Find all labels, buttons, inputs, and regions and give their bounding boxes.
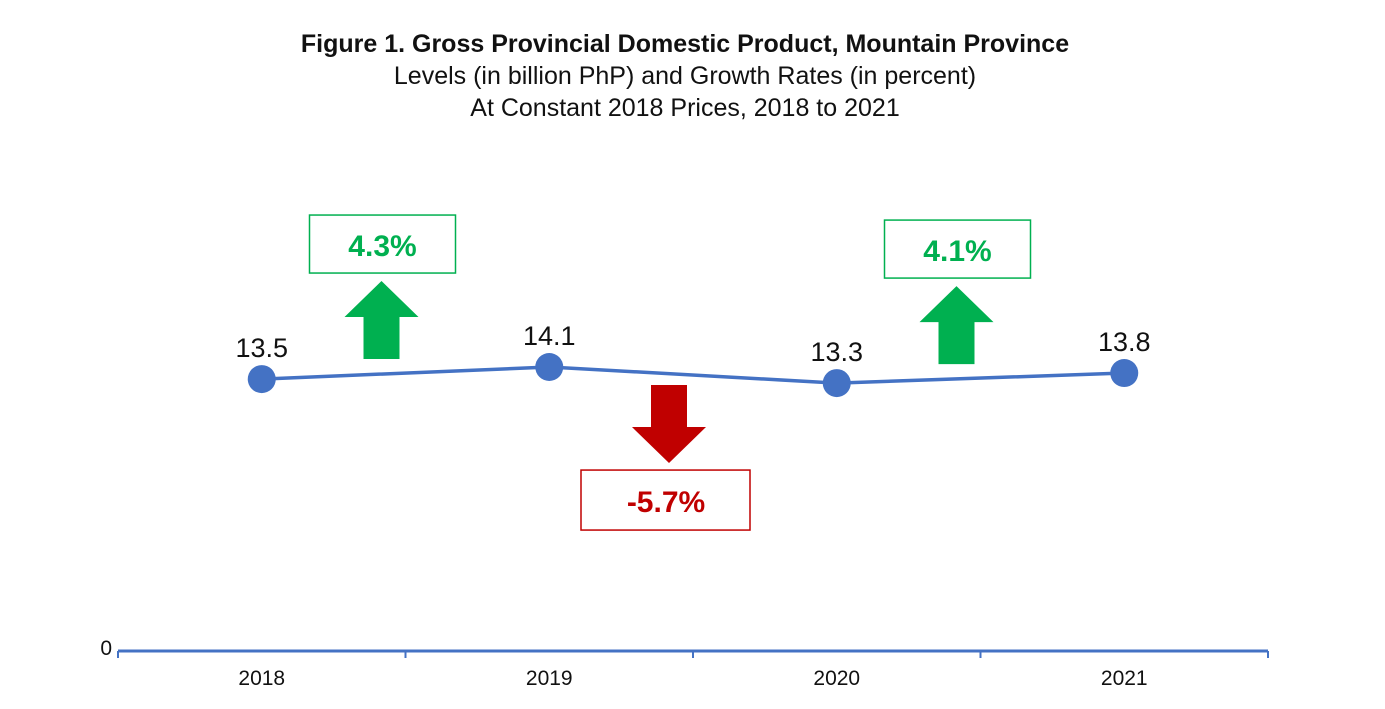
y-axis-zero-label: 0: [100, 637, 112, 660]
data-label: 13.8: [1098, 327, 1151, 357]
data-point: [1110, 359, 1139, 388]
growth-rate-box: [580, 469, 751, 531]
data-point: [535, 353, 564, 381]
growth-rate-label: -5.7%: [627, 486, 705, 519]
growth-rate-box: [308, 214, 457, 274]
x-tick-label: 2019: [526, 667, 573, 690]
chart-subtitle: Levels (in billion PhP) and Growth Rates…: [393, 62, 977, 90]
growth-rate-box: [883, 219, 1032, 279]
data-point: [247, 365, 276, 394]
series-line: [261, 365, 1125, 385]
chart-titles: Figure 1. Gross Provincial Domestic Prod…: [0, 28, 1370, 124]
chart-subtitle-2: At Constant 2018 Prices, 2018 to 2021: [470, 94, 900, 122]
data-label: 14.1: [523, 321, 576, 351]
data-point: [822, 369, 851, 398]
growth-up-arrow-icon: [919, 286, 994, 365]
growth-up-arrow-icon: [344, 281, 419, 360]
growth-rate-label: 4.1%: [923, 235, 991, 268]
x-tick-label: 2021: [1101, 667, 1148, 690]
x-tick-label: 2018: [238, 667, 285, 690]
growth-rate-label: 4.3%: [348, 230, 416, 263]
chart-title: Figure 1. Gross Provincial Domestic Prod…: [300, 30, 1070, 58]
data-label: 13.5: [235, 333, 288, 363]
data-label: 13.3: [810, 337, 863, 367]
growth-down-arrow-icon: [632, 385, 706, 464]
x-tick-label: 2020: [813, 667, 860, 690]
